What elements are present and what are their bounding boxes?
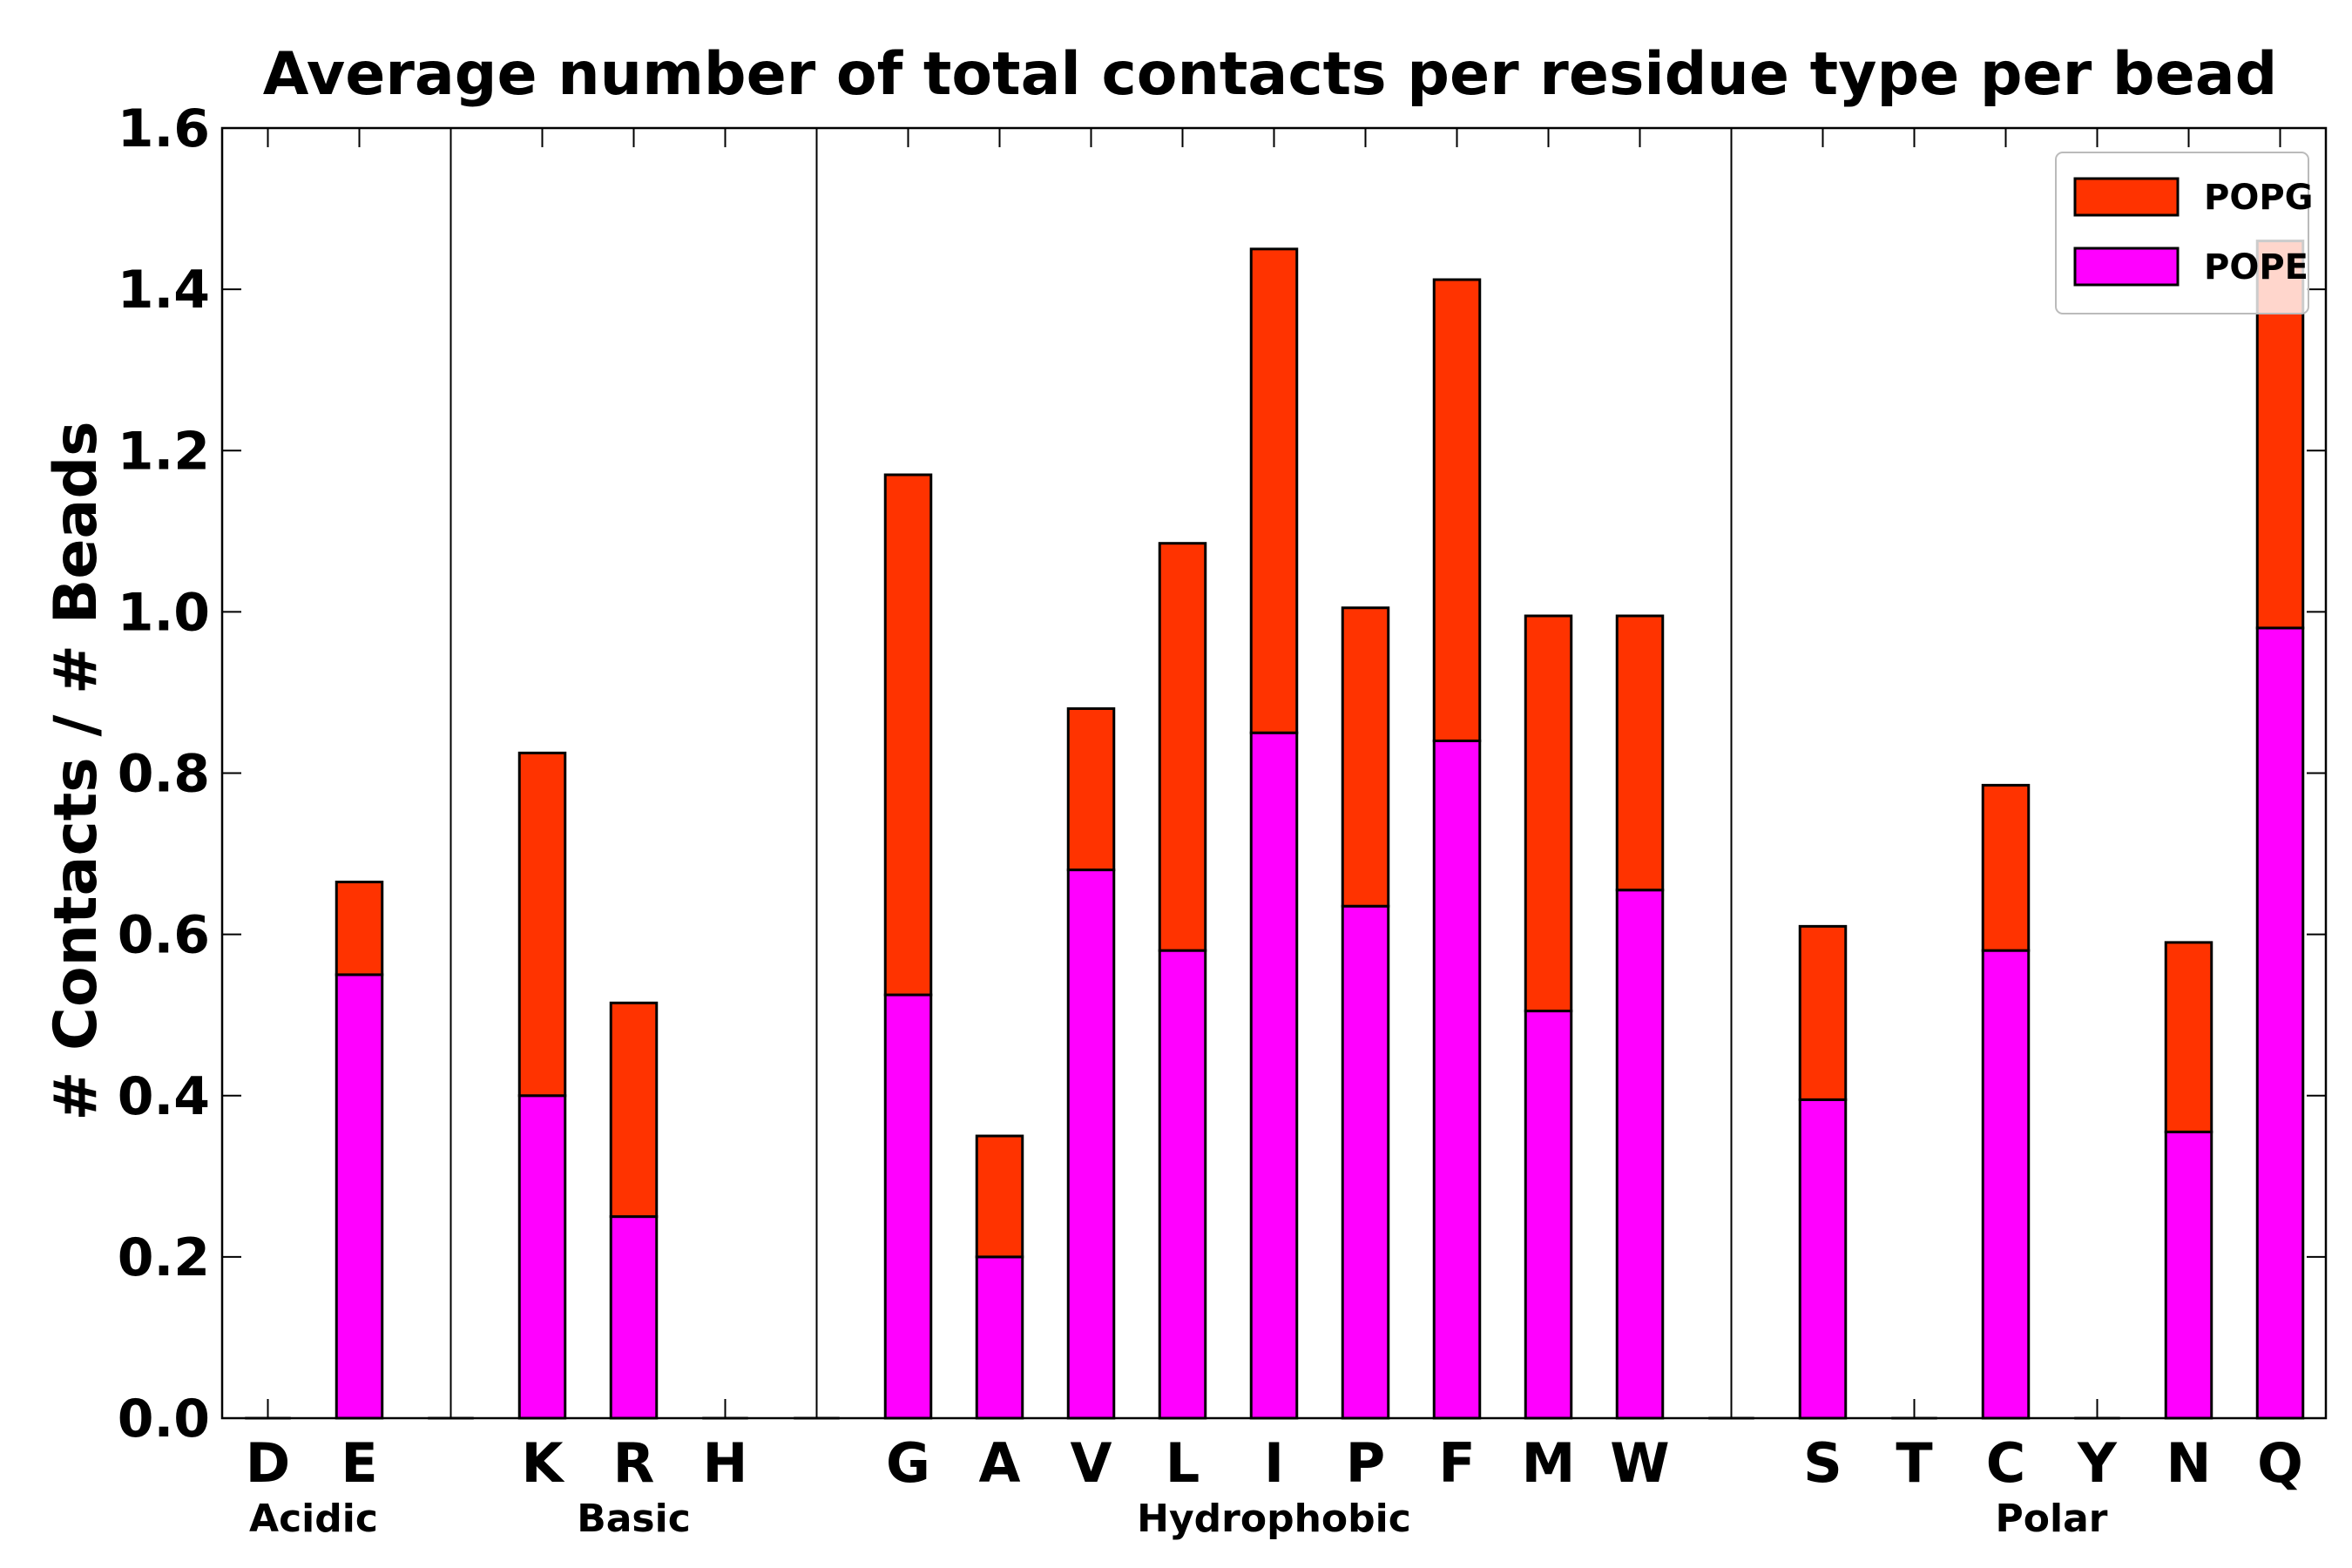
y-tick-label: 1.6 bbox=[118, 98, 210, 159]
bar-popg bbox=[609, 1001, 659, 1219]
bar-popg bbox=[1981, 783, 2031, 952]
group-label: Hydrophobic bbox=[1137, 1497, 1411, 1541]
x-tick-label: C bbox=[1986, 1431, 2026, 1495]
bar-popg bbox=[2164, 941, 2213, 1133]
bar-popg bbox=[1066, 706, 1116, 872]
x-tick-label: G bbox=[886, 1431, 930, 1495]
group-label: Basic bbox=[577, 1497, 691, 1541]
x-tick-label: W bbox=[1610, 1431, 1669, 1495]
x-tick-label: A bbox=[979, 1431, 1021, 1495]
x-tick-label: F bbox=[1438, 1431, 1475, 1495]
legend-label: POPG bbox=[2204, 178, 2313, 218]
group-label: Acidic bbox=[249, 1497, 378, 1541]
bar-popg bbox=[1432, 278, 1482, 742]
bar-pope bbox=[1249, 731, 1299, 1420]
bar-pope bbox=[1615, 889, 1665, 1420]
bar-popg bbox=[1798, 924, 1848, 1101]
x-tick-label: S bbox=[1803, 1431, 1842, 1495]
bar-pope bbox=[1798, 1098, 1848, 1420]
bar-pope bbox=[1981, 949, 2031, 1420]
y-tick-label: 0.6 bbox=[118, 905, 210, 966]
y-tick-label: 0.2 bbox=[118, 1227, 210, 1288]
chart-title: Average number of total contacts per res… bbox=[263, 40, 2278, 109]
y-tick-label: 0.0 bbox=[118, 1389, 210, 1450]
legend-swatch-pope bbox=[2073, 247, 2180, 287]
bar-pope bbox=[883, 993, 933, 1420]
legend-swatch-popg bbox=[2073, 177, 2180, 217]
bar-pope bbox=[975, 1255, 1024, 1420]
x-tick-label: Y bbox=[2077, 1431, 2118, 1495]
x-tick-label: L bbox=[1166, 1431, 1200, 1495]
x-tick-label: I bbox=[1264, 1431, 1284, 1495]
x-tick-label: P bbox=[1346, 1431, 1385, 1495]
y-tick-label: 1.4 bbox=[118, 260, 210, 321]
x-tick-label: Q bbox=[2257, 1431, 2303, 1495]
x-tick-label: V bbox=[1071, 1431, 1112, 1495]
y-axis-label: # Contacts / # Beads bbox=[42, 421, 111, 1120]
bar-pope bbox=[335, 973, 384, 1420]
bar-pope bbox=[1158, 949, 1207, 1420]
y-tick-label: 1.0 bbox=[118, 582, 210, 643]
legend-box bbox=[2055, 152, 2309, 314]
bar-popg bbox=[1158, 542, 1207, 952]
bar-pope bbox=[1341, 904, 1390, 1420]
bar-pope bbox=[1066, 868, 1116, 1420]
x-tick-label: E bbox=[341, 1431, 377, 1495]
x-tick-label: R bbox=[613, 1431, 655, 1495]
bar-popg bbox=[1249, 247, 1299, 734]
x-tick-label: H bbox=[703, 1431, 748, 1495]
bar-popg bbox=[1341, 606, 1390, 908]
bar-pope bbox=[609, 1215, 659, 1420]
group-label: Polar bbox=[1996, 1497, 2108, 1541]
x-tick-label: D bbox=[246, 1431, 290, 1495]
bar-popg bbox=[975, 1134, 1024, 1259]
bar-pope bbox=[517, 1094, 567, 1420]
plot-area: 0.0 0.2 0.4 0.6 0.8 1.0 1.2 1.4 1.6 D E K R H G A V L I P F M… bbox=[118, 98, 2328, 1541]
y-tick-label: 0.8 bbox=[118, 744, 210, 805]
x-tick-label: T bbox=[1896, 1431, 1932, 1495]
bar-popg bbox=[883, 473, 933, 997]
bar-popg bbox=[335, 880, 384, 977]
y-tick-label: 1.2 bbox=[118, 421, 210, 482]
y-tick-label: 0.4 bbox=[118, 1066, 210, 1127]
bar-popg bbox=[1615, 614, 1665, 892]
x-tick-label: N bbox=[2166, 1431, 2212, 1495]
bar-pope bbox=[2164, 1130, 2213, 1420]
bar-popg bbox=[1524, 614, 1573, 1013]
bar-pope bbox=[2255, 626, 2305, 1420]
bar-popg bbox=[517, 751, 567, 1098]
bar-pope bbox=[1432, 739, 1482, 1420]
legend-label: POPE bbox=[2204, 247, 2308, 287]
bar-pope bbox=[1524, 1010, 1573, 1420]
x-tick-label: M bbox=[1522, 1431, 1576, 1495]
x-tick-label: K bbox=[521, 1431, 564, 1495]
